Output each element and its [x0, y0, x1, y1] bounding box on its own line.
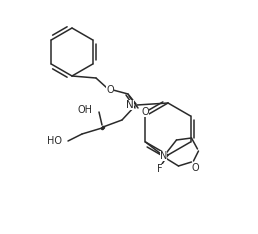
Text: N: N [160, 151, 167, 161]
Text: O: O [192, 163, 199, 173]
Text: OH: OH [77, 105, 92, 115]
Text: F: F [157, 164, 163, 174]
Text: HO: HO [47, 136, 62, 146]
Text: O: O [141, 107, 149, 117]
Text: N: N [126, 100, 134, 110]
Text: O: O [106, 85, 114, 95]
